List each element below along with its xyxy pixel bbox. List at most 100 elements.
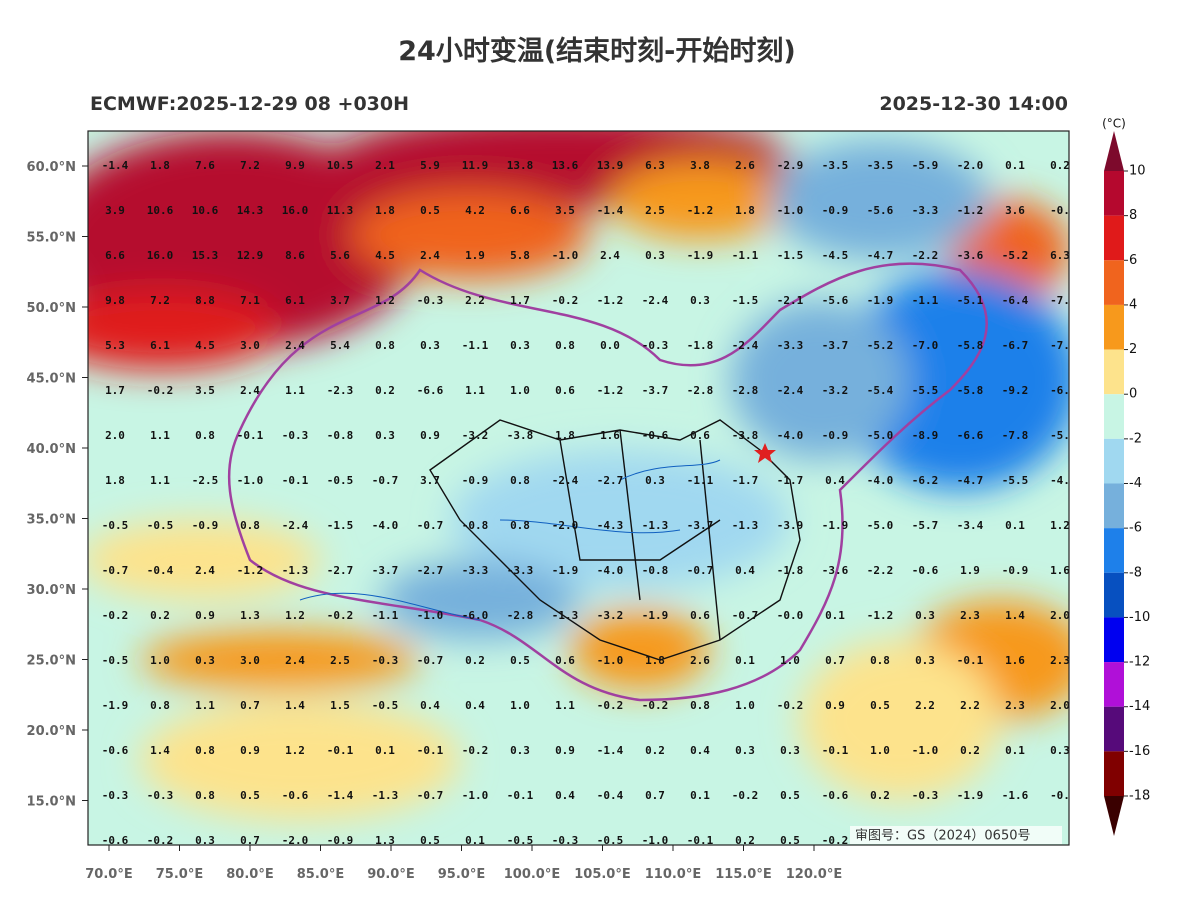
grid-value: 1.0 — [870, 744, 890, 757]
grid-value: 4.5 — [195, 339, 215, 352]
grid-value: 5.8 — [510, 249, 530, 262]
grid-value: -0.8 — [327, 429, 354, 442]
grid-value: -1.3 — [372, 789, 399, 802]
grid-value: -1.2 — [597, 294, 624, 307]
colorbar-label: -12 — [1129, 655, 1150, 670]
lon-label: 80.0°E — [226, 867, 273, 882]
grid-value: 1.1 — [465, 384, 485, 397]
grid-value: 3.7 — [330, 294, 350, 307]
grid-value: -0.2 — [147, 834, 174, 847]
grid-value: 3.8 — [690, 159, 710, 172]
colorbar-label: 2 — [1129, 342, 1137, 357]
grid-value: 9.9 — [285, 159, 305, 172]
grid-value: -3.4 — [957, 519, 984, 532]
grid-value: -0.7 — [417, 789, 444, 802]
grid-value: -0.1 — [507, 789, 534, 802]
review-bg — [850, 826, 1062, 844]
lon-label: 115.0°E — [715, 867, 772, 882]
grid-value: -1.2 — [237, 564, 264, 577]
grid-value: 2.4 — [240, 384, 260, 397]
colorbar-band — [1104, 528, 1124, 573]
grid-value: -0.2 — [777, 699, 804, 712]
grid-value: -0.7 — [102, 564, 129, 577]
colorbar-band — [1104, 751, 1124, 796]
lon-label: 105.0°E — [574, 867, 631, 882]
grid-value: -1.7 — [777, 474, 804, 487]
grid-value: -0.1 — [822, 744, 849, 757]
grid-value: -0.7 — [372, 474, 399, 487]
grid-value: -3.2 — [822, 384, 849, 397]
grid-value: 1.6 — [600, 429, 620, 442]
grid-value: 0.2 — [870, 789, 890, 802]
grid-value: 0.8 — [240, 519, 260, 532]
grid-value: -5.0 — [867, 519, 894, 532]
grid-value: 5.6 — [330, 249, 350, 262]
grid-value: -1.1 — [687, 474, 714, 487]
grid-value: 2.3 — [1050, 654, 1070, 667]
grid-value: 1.8 — [645, 654, 665, 667]
grid-value: 16.0 — [282, 204, 309, 217]
grid-value: 2.4 — [600, 249, 620, 262]
grid-value: -0.2 — [732, 789, 759, 802]
grid-value: 5.4 — [330, 339, 350, 352]
grid-value: -1.7 — [732, 474, 759, 487]
grid-value: 0.8 — [510, 519, 530, 532]
grid-value: 3.5 — [555, 204, 575, 217]
grid-value: -0.3 — [147, 789, 174, 802]
grid-value: 0.3 — [420, 339, 440, 352]
colorbar: 10 8 6 4 2 0 -2 -4 -6 -8 -10 -12 -14 -16 -18 — [1104, 131, 1150, 836]
grid-value: -0.6 — [642, 429, 669, 442]
grid-value: 0.1 — [1005, 744, 1025, 757]
map-title: 24小时变温(结束时刻-开始时刻) — [398, 35, 795, 67]
grid-value: 1.1 — [555, 699, 575, 712]
grid-value: -2.9 — [777, 159, 804, 172]
grid-value: 0.3 — [915, 654, 935, 667]
grid-value: 3.9 — [105, 204, 125, 217]
grid-value: 2.6 — [690, 654, 710, 667]
lon-label: 95.0°E — [438, 867, 485, 882]
grid-value: -2.8 — [687, 384, 714, 397]
grid-value: -0.3 — [642, 339, 669, 352]
grid-value: 7.6 — [195, 159, 215, 172]
grid-value: -1.9 — [687, 249, 714, 262]
lon-label: 75.0°E — [156, 867, 203, 882]
grid-value: 1.2 — [375, 294, 395, 307]
grid-value: -3.3 — [912, 204, 939, 217]
grid-value: -1.3 — [552, 609, 579, 622]
grid-value: 2.4 — [285, 654, 305, 667]
grid-value: -3.7 — [642, 384, 669, 397]
grid-value: 0.7 — [240, 834, 260, 847]
grid-value: 0.2 — [960, 744, 980, 757]
grid-value: -0.1 — [957, 654, 984, 667]
beijing-star — [754, 443, 776, 463]
grid-value: -3.7 — [687, 519, 714, 532]
grid-value: -0.2 — [822, 834, 849, 847]
grid-value: -5. — [1050, 429, 1070, 442]
grid-value: 0.2 — [645, 744, 665, 757]
grid-value: 2.4 — [420, 249, 440, 262]
grid-value: 1.0 — [735, 699, 755, 712]
grid-value: -0.5 — [102, 654, 129, 667]
grid-value: 10.6 — [147, 204, 174, 217]
colorbar-label: 4 — [1129, 297, 1137, 312]
grid-value: -2.4 — [552, 474, 579, 487]
grid-value: -0.7 — [417, 654, 444, 667]
grid-value: -1.9 — [642, 609, 669, 622]
grid-value: -0.5 — [372, 699, 399, 712]
grid-value: -0.9 — [822, 429, 849, 442]
grid-value: 0.3 — [510, 339, 530, 352]
grid-value: -5.5 — [912, 384, 939, 397]
axes: 60.0°N 55.0°N 50.0°N 45.0°N 40.0°N 35.0°N 30.0… — [27, 160, 843, 882]
grid-value: -0.5 — [147, 519, 174, 532]
value-grid: -1.4 1.8 7.6 7.2 9.9 10.5 2.1 5.9 11.9 13.8 13.6 13… — [102, 159, 1070, 847]
colorbar-label: 8 — [1129, 208, 1137, 223]
grid-value: -3.8 — [732, 429, 759, 442]
grid-value: 0.4 — [735, 564, 755, 577]
grid-value: -1.9 — [822, 519, 849, 532]
run-info: ECMWF:2025-12-29 08 +030H — [90, 93, 409, 115]
grid-value: -0.2 — [552, 294, 579, 307]
grid-value: 1.4 — [1005, 609, 1025, 622]
grid-value: -0.1 — [687, 834, 714, 847]
grid-value: 1.8 — [150, 159, 170, 172]
grid-value: -1.0 — [777, 204, 804, 217]
